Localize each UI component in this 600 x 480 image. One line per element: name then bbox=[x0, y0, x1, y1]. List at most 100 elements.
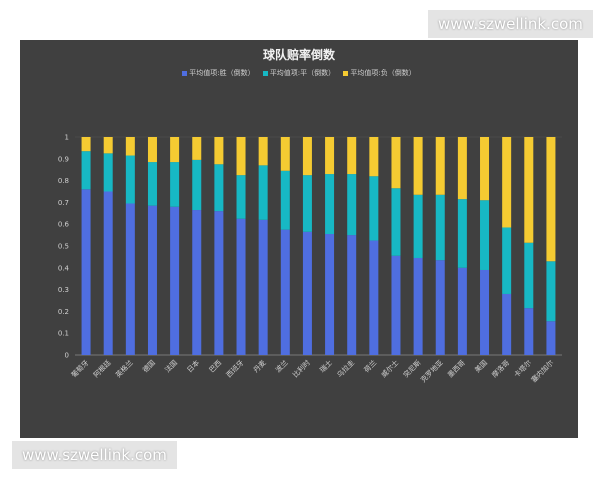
y-tick-label: 1 bbox=[65, 134, 69, 142]
bar-segment bbox=[302, 231, 312, 355]
bar-segment bbox=[192, 137, 202, 160]
bar-segment bbox=[170, 162, 180, 207]
x-tick-label: 威尔士 bbox=[379, 358, 400, 379]
bar-segment bbox=[103, 153, 113, 192]
y-tick-label: 0.4 bbox=[58, 264, 70, 272]
bar-segment bbox=[413, 137, 423, 195]
bar-segment bbox=[192, 210, 202, 355]
legend: 平均值项:胜（倒数） 平均值项:平（倒数） 平均值项:负（倒数） bbox=[20, 68, 578, 78]
x-tick-label: 瑞士 bbox=[318, 358, 334, 374]
bar-segment bbox=[81, 137, 91, 152]
bar-segment bbox=[347, 174, 357, 236]
bar-segment bbox=[524, 242, 534, 309]
bar-segment bbox=[457, 137, 467, 200]
bar-segment bbox=[147, 162, 157, 206]
y-tick-label: 0.3 bbox=[58, 286, 69, 294]
bar-segment bbox=[170, 206, 180, 355]
bar-segment bbox=[125, 137, 135, 156]
bar-segment bbox=[435, 194, 445, 261]
bar-segment bbox=[214, 164, 224, 212]
x-tick-label: 摩洛哥 bbox=[490, 358, 511, 379]
y-tick-label: 0 bbox=[65, 352, 69, 360]
bar-segment bbox=[103, 191, 113, 355]
legend-item-draw: 平均值项:平（倒数） bbox=[262, 68, 336, 78]
bar-segment bbox=[325, 137, 335, 175]
bar-segment bbox=[524, 308, 534, 355]
bar-segment bbox=[347, 235, 357, 355]
bar-segment bbox=[391, 255, 401, 355]
y-tick-label: 0.1 bbox=[58, 330, 69, 338]
chart-title: 球队赔率倒数 bbox=[262, 48, 335, 62]
x-tick-label: 阿根廷 bbox=[91, 358, 112, 379]
chart-plot: 0 0.1 0.2 0.3 0.4 0.5 0.6 0.7 0.8 0.9 1 葡萄牙 阿根廷 英格兰 德国… bbox=[58, 134, 562, 384]
chart-panel: 球队赔率倒数 平均值项:胜（倒数） 平均值项:平（倒数） 平均值项:负（倒数） … bbox=[20, 40, 578, 438]
bar-segment bbox=[325, 234, 335, 355]
x-tick-label: 乌拉圭 bbox=[335, 358, 356, 379]
legend-swatch bbox=[343, 70, 349, 76]
x-tick-label: 比利时 bbox=[291, 358, 312, 379]
bar-segment bbox=[524, 137, 534, 243]
y-tick-label: 0.2 bbox=[58, 308, 69, 316]
bar-segment bbox=[302, 137, 312, 176]
legend-item-loss: 平均值项:负（倒数） bbox=[343, 68, 416, 78]
bar-segment bbox=[214, 137, 224, 165]
bar-segment bbox=[280, 170, 290, 230]
bar-segment bbox=[125, 155, 135, 204]
x-tick-label: 丹麦 bbox=[251, 358, 267, 374]
bar-segment bbox=[369, 240, 379, 355]
watermark-bottom: www.szwellink.com bbox=[12, 441, 177, 469]
bar-segment bbox=[170, 137, 180, 163]
x-tick-label: 克罗地亚 bbox=[419, 358, 445, 384]
bar-segment bbox=[147, 137, 157, 163]
bar-segment bbox=[192, 159, 202, 211]
x-tick-label: 卡塔尔 bbox=[512, 358, 533, 379]
bar-segment bbox=[258, 219, 268, 355]
bar-segment bbox=[391, 188, 401, 256]
bar-segment bbox=[413, 194, 423, 258]
x-tick-label: 法国 bbox=[163, 358, 179, 374]
legend-label: 平均值项:胜（倒数） bbox=[189, 69, 255, 77]
bar-segment bbox=[480, 137, 490, 201]
x-tick-label: 塞内加尔 bbox=[529, 358, 555, 384]
bar-segment bbox=[81, 189, 91, 355]
y-tick-label: 0.5 bbox=[58, 243, 69, 251]
bar-segment bbox=[413, 257, 423, 355]
bar-segment bbox=[391, 137, 401, 189]
bar-segment bbox=[480, 269, 490, 355]
legend-label: 平均值项:平（倒数） bbox=[269, 69, 336, 77]
bar-segment bbox=[125, 203, 135, 355]
x-tick-label: 葡萄牙 bbox=[69, 358, 90, 379]
bar-segment bbox=[81, 151, 91, 190]
watermark-top: www.szwellink.com bbox=[428, 10, 593, 38]
bar-segment bbox=[280, 137, 290, 171]
bar-segment bbox=[369, 137, 379, 177]
bar-segment bbox=[502, 137, 512, 228]
y-tick-label: 0.9 bbox=[58, 155, 69, 163]
legend-label: 平均值项:负（倒数） bbox=[350, 69, 416, 77]
bar-segment bbox=[236, 218, 246, 355]
bar-segment bbox=[546, 261, 556, 322]
bar-segment bbox=[236, 137, 246, 176]
x-tick-label: 英格兰 bbox=[114, 358, 135, 379]
bar-segment bbox=[457, 199, 467, 268]
bar-segment bbox=[236, 175, 246, 219]
x-tick-label: 波兰 bbox=[273, 358, 289, 374]
bar-segment bbox=[258, 165, 268, 220]
bar-segment bbox=[147, 205, 157, 355]
bar-segment bbox=[103, 137, 113, 154]
legend-swatch bbox=[262, 70, 268, 76]
x-tick-label: 荷兰 bbox=[362, 358, 378, 374]
x-tick-label: 日本 bbox=[185, 358, 201, 374]
x-tick-label: 西班牙 bbox=[224, 358, 245, 379]
bar-segment bbox=[325, 174, 335, 235]
x-tick-label: 突尼斯 bbox=[401, 358, 422, 379]
bar-segment bbox=[280, 229, 290, 355]
bar-segment bbox=[480, 200, 490, 270]
y-tick-label: 0.6 bbox=[58, 221, 70, 229]
bar-segment bbox=[302, 175, 312, 232]
y-tick-label: 0.8 bbox=[58, 177, 69, 185]
x-tick-label: 美国 bbox=[473, 358, 489, 374]
bar-segment bbox=[435, 137, 445, 195]
bar-segment bbox=[435, 260, 445, 355]
legend-swatch bbox=[182, 70, 188, 76]
